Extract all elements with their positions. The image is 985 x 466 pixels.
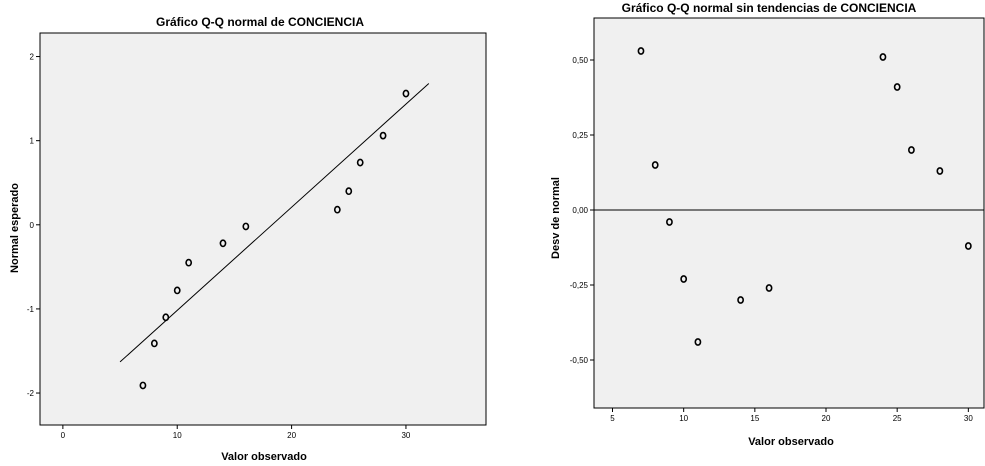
data-point xyxy=(680,275,688,283)
y-axis-label: Normal esperado xyxy=(9,183,21,273)
data-point xyxy=(162,313,170,322)
x-tick-label: 25 xyxy=(893,414,902,423)
data-point xyxy=(893,83,901,91)
tick-group: 0 10 20 30 -2 -1 0 1 2 xyxy=(27,53,411,440)
x-tick-label: 10 xyxy=(173,431,182,440)
data-point xyxy=(666,218,673,226)
y-tick-label: 2 xyxy=(30,53,35,62)
x-tick-label: 0 xyxy=(61,431,66,440)
data-point xyxy=(150,339,158,348)
reference-line xyxy=(119,83,430,363)
data-point xyxy=(242,222,250,231)
y-tick-label: -0,50 xyxy=(570,356,589,365)
plot-area xyxy=(593,17,985,409)
x-tick-label: 10 xyxy=(679,414,688,423)
x-axis-label: Valor observado xyxy=(221,451,307,463)
data-point xyxy=(765,284,773,292)
y-axis-label: Desv de normal xyxy=(550,177,562,259)
data-point xyxy=(908,146,915,154)
data-point xyxy=(219,239,227,248)
data-point xyxy=(402,89,410,98)
chart-title: Gráfico Q-Q normal sin tendencias de CON… xyxy=(622,1,917,15)
point-group xyxy=(139,89,410,390)
x-tick-label: 30 xyxy=(964,414,973,423)
chart-title: Gráfico Q-Q normal de CONCIENCIA xyxy=(156,15,364,29)
y-tick-label: 0,25 xyxy=(572,131,588,140)
point-group xyxy=(637,47,972,346)
x-axis-label: Valor observado xyxy=(748,436,834,448)
data-point xyxy=(345,187,353,196)
x-tick-label: 20 xyxy=(822,414,831,423)
data-point xyxy=(879,53,887,61)
y-tick-label: -0,25 xyxy=(570,281,589,290)
y-tick-label: 0,50 xyxy=(572,56,588,65)
data-point xyxy=(379,131,387,140)
data-point xyxy=(737,296,745,304)
y-tick-label: -1 xyxy=(27,305,35,314)
x-tick-label: 15 xyxy=(750,414,759,423)
y-tick-label: -2 xyxy=(27,389,35,398)
y-tick-label: 0 xyxy=(30,221,35,230)
tick-group: 5 10 15 20 25 30 -0,50 -0,25 0,00 0,25 0,50 xyxy=(570,56,974,423)
data-point xyxy=(356,158,364,167)
data-point xyxy=(694,338,702,346)
data-point xyxy=(637,47,645,55)
detrended-qq-chart: Gráfico Q-Q normal sin tendencias de CON… xyxy=(550,1,985,448)
reference-line-group xyxy=(119,83,430,363)
data-point xyxy=(185,258,193,267)
x-tick-label: 20 xyxy=(287,431,296,440)
x-tick-label: 30 xyxy=(401,431,410,440)
data-point xyxy=(936,167,944,175)
qq-normal-chart: Gráfico Q-Q normal de CONCIENCIA 0 10 20 30… xyxy=(9,15,487,463)
data-point xyxy=(651,161,659,169)
data-point xyxy=(173,286,181,295)
y-tick-label: 0,00 xyxy=(572,206,588,215)
x-tick-label: 5 xyxy=(610,414,615,423)
y-tick-label: 1 xyxy=(30,137,35,146)
data-point xyxy=(139,381,147,390)
data-point xyxy=(964,242,972,250)
data-point xyxy=(333,205,341,214)
